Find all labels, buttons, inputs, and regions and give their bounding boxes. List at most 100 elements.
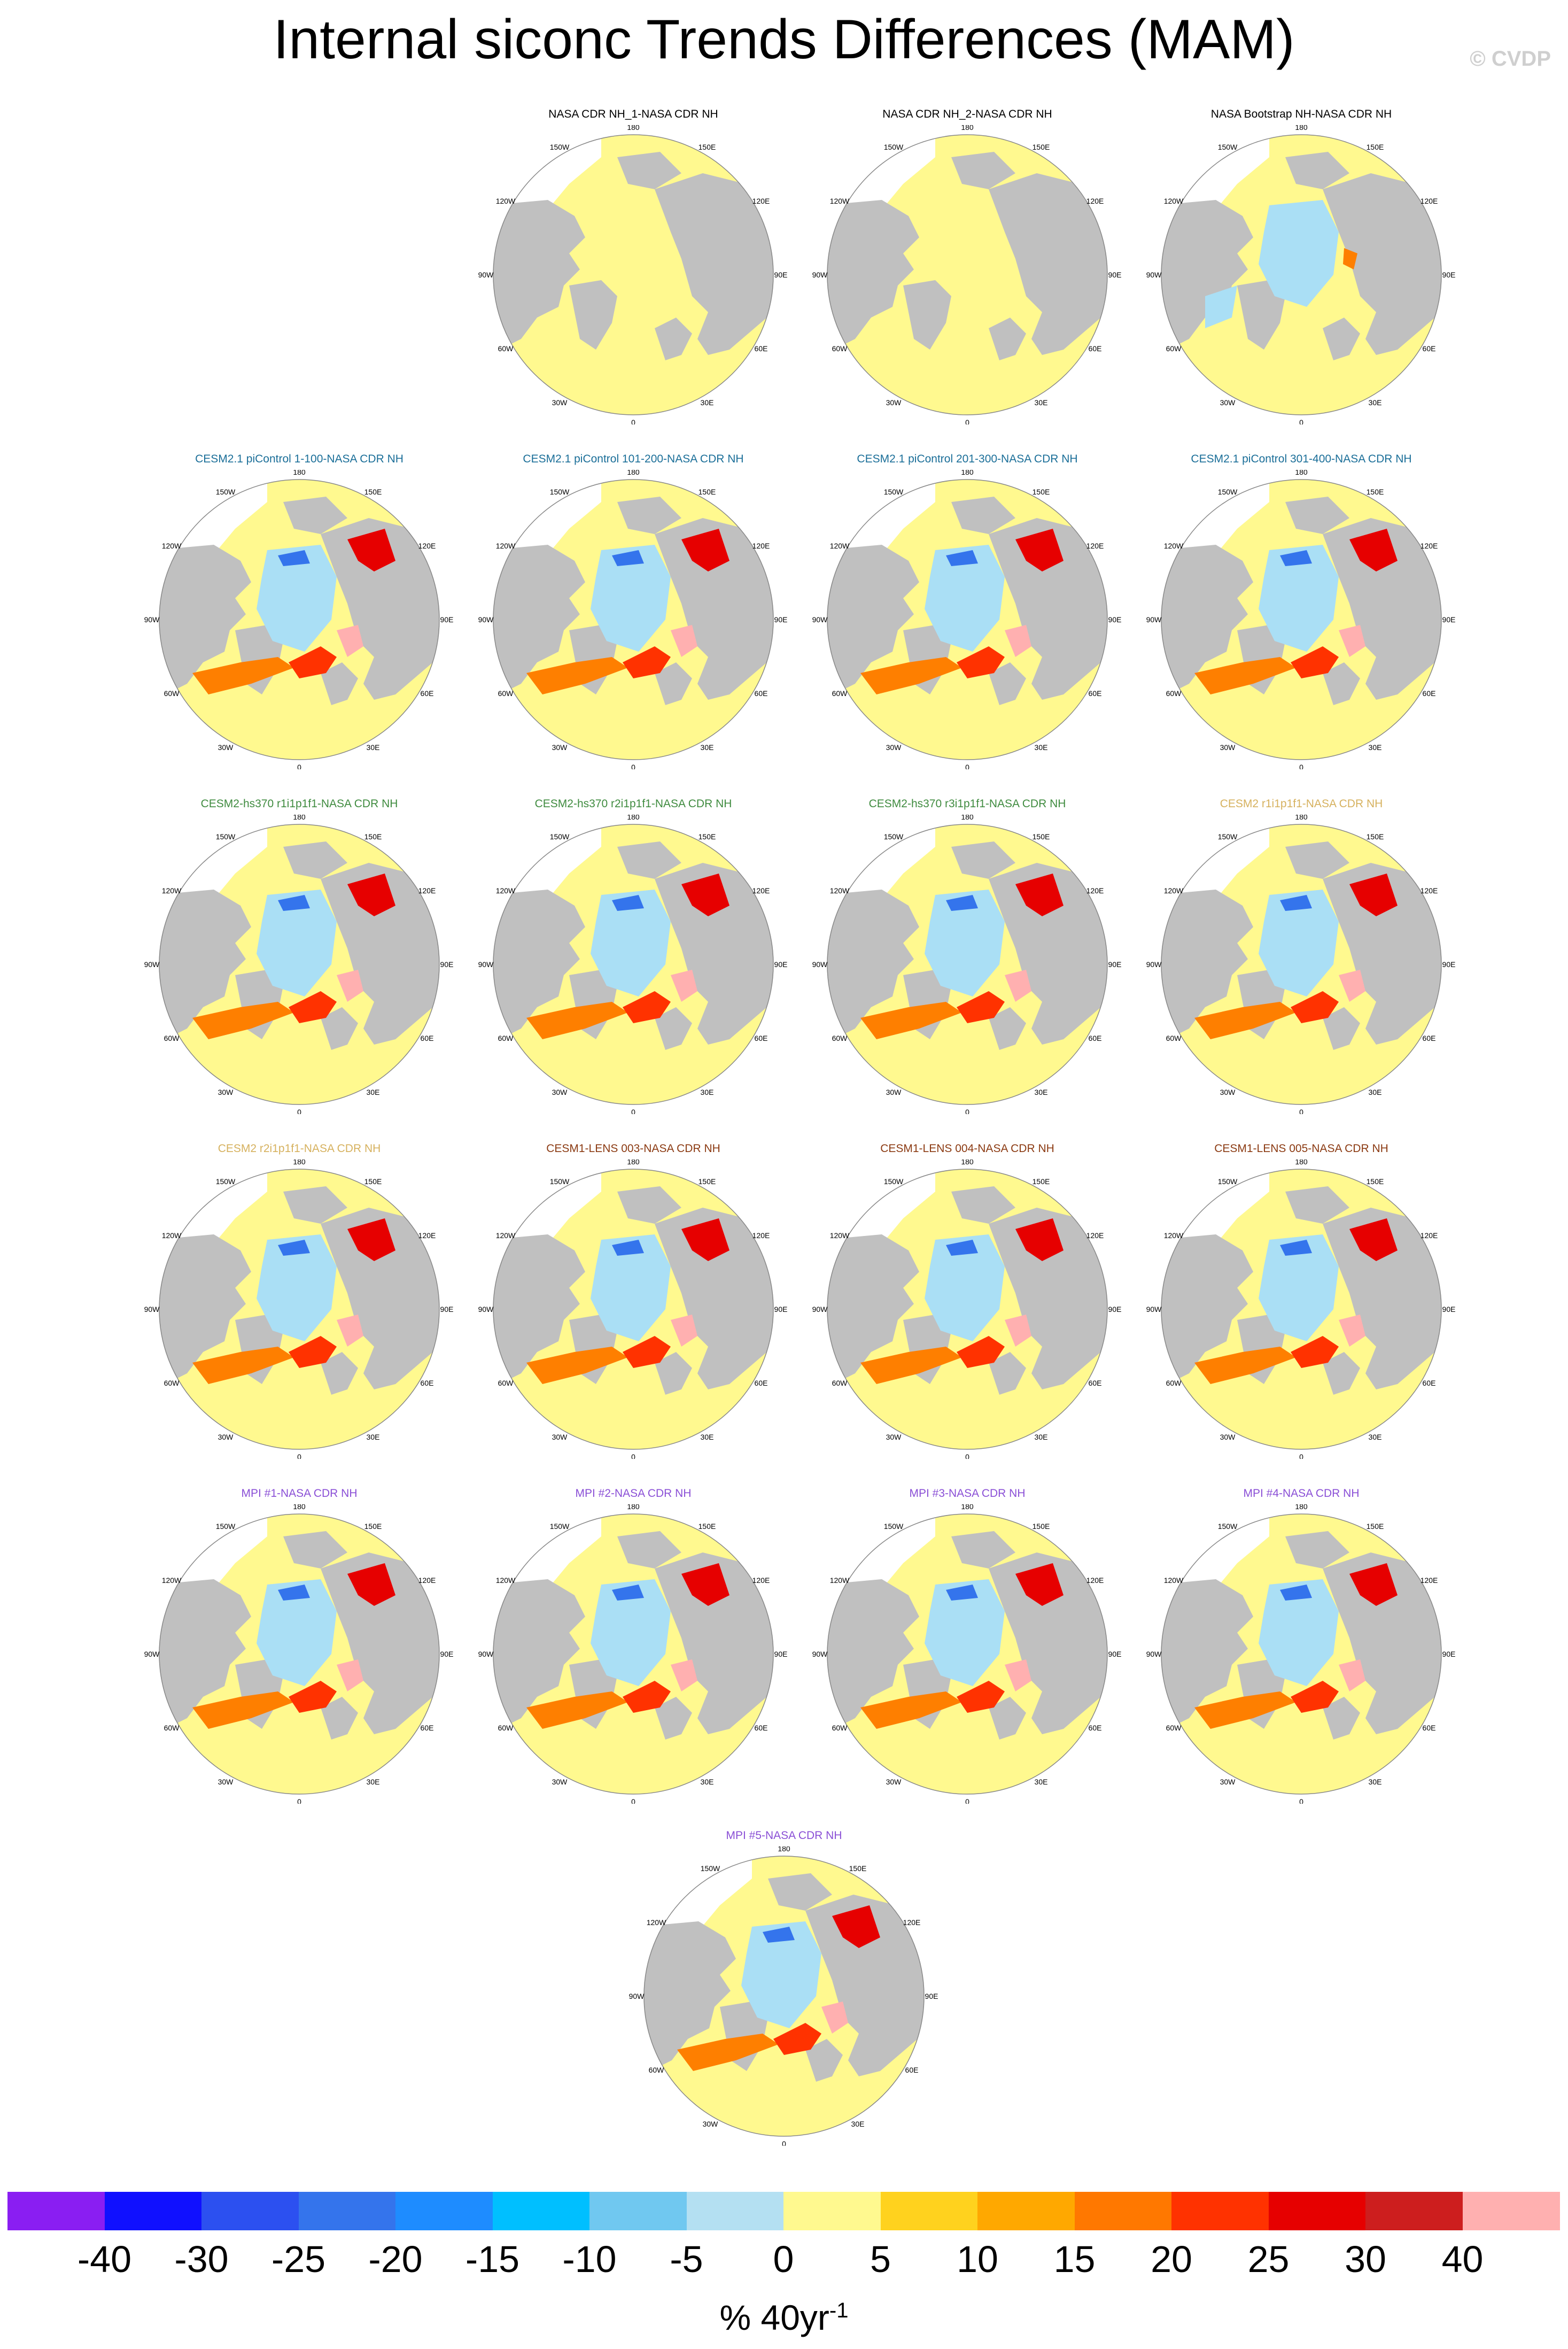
- map-panel: CESM1-LENS 003-NASA CDR NH 180 150E 120E 90E…: [478, 1141, 788, 1459]
- map-label-sw1: 60W: [498, 1034, 514, 1042]
- map-label-left: 90W: [812, 1650, 828, 1658]
- map-label-sw1: 60W: [832, 1379, 848, 1387]
- map-label-ne1: 150E: [364, 1522, 382, 1531]
- map-label-sw1: 60W: [649, 2066, 665, 2074]
- map-panel: CESM2.1 piControl 201-300-NASA CDR NH 180…: [812, 452, 1122, 769]
- map-label-sw2: 30W: [218, 1778, 234, 1786]
- map-label-left: 90W: [629, 1992, 645, 2000]
- map-label-nw1: 150W: [1218, 1177, 1238, 1186]
- map-label-nw1: 150W: [550, 1522, 570, 1531]
- map-label-top: 180: [961, 125, 974, 132]
- map-label-se2: 30E: [1369, 1088, 1382, 1096]
- map-label-ne2: 120E: [1086, 542, 1104, 550]
- map-label-se2: 30E: [1369, 1433, 1382, 1441]
- colorbar-swatch: [492, 2192, 590, 2230]
- map-label-se1: 60E: [1423, 689, 1436, 698]
- map-label-sw2: 30W: [1220, 1088, 1236, 1096]
- map-label-sw2: 30W: [552, 1433, 568, 1441]
- colorbar-swatch: [880, 2192, 978, 2230]
- map-label-sw2: 30W: [1220, 743, 1236, 752]
- map-label-nw1: 150W: [550, 143, 570, 151]
- map-label-left: 90W: [478, 271, 494, 279]
- map-label-ne2: 120E: [1420, 197, 1438, 205]
- panel-title: MPI #2-NASA CDR NH: [575, 1487, 692, 1500]
- map-label-nw1: 150W: [1218, 832, 1238, 841]
- map-label-top: 180: [961, 815, 974, 821]
- map-label-se1: 60E: [1089, 1379, 1102, 1387]
- map-label-sw2: 30W: [552, 743, 568, 752]
- map-label-right: 90E: [1442, 1650, 1456, 1658]
- map-label-se2: 30E: [367, 1433, 380, 1441]
- map-label-right: 90E: [774, 615, 788, 624]
- map-label-left: 90W: [812, 271, 828, 279]
- map-label-sw1: 60W: [1166, 1034, 1182, 1042]
- map-label-sw2: 30W: [552, 1778, 568, 1786]
- map-label-left: 90W: [1146, 960, 1162, 969]
- map-label-ne1: 150E: [1033, 143, 1050, 151]
- map-label-left: 90W: [478, 1305, 494, 1313]
- map-label-nw1: 150W: [1218, 488, 1238, 496]
- colorbar-swatch: [298, 2192, 396, 2230]
- map-label-top: 180: [627, 1160, 640, 1166]
- map-label-right: 90E: [440, 1650, 454, 1658]
- map-label-nw2: 120W: [830, 886, 850, 895]
- polar-map: 180 150E 120E 90E 60E 30E 0 30W 60W 90W 120W 150W: [812, 1504, 1122, 1804]
- map-label-se1: 60E: [755, 689, 768, 698]
- map-label-nw2: 120W: [162, 1576, 182, 1585]
- map-panel: CESM1-LENS 005-NASA CDR NH 180 150E 120E 90E…: [1146, 1141, 1456, 1459]
- map-label-se2: 30E: [1035, 1088, 1048, 1096]
- map-label-se2: 30E: [367, 1088, 380, 1096]
- map-panel: CESM2 r2i1p1f1-NASA CDR NH 180 150E 120E 90E…: [144, 1141, 454, 1459]
- map-label-nw2: 120W: [1164, 886, 1184, 895]
- map-label-sw1: 60W: [164, 689, 180, 698]
- colorbar-units: % 40yr-1: [0, 2289, 1568, 2339]
- map-label-sw2: 30W: [886, 1778, 902, 1786]
- map-label-ne2: 120E: [752, 542, 770, 550]
- map-label-top: 180: [293, 815, 306, 821]
- map-label-sw1: 60W: [1166, 1379, 1182, 1387]
- map-label-right: 90E: [1442, 615, 1456, 624]
- map-label-ne1: 150E: [1033, 1522, 1050, 1531]
- map-label-nw1: 150W: [216, 488, 236, 496]
- map-label-top: 180: [1295, 815, 1308, 821]
- colorbar-swatch: [104, 2192, 202, 2230]
- map-label-se2: 30E: [701, 1088, 714, 1096]
- map-label-se1: 60E: [755, 1379, 768, 1387]
- map-label-right: 90E: [1108, 1650, 1122, 1658]
- map-label-bottom: 0: [631, 763, 635, 769]
- map-label-nw2: 120W: [830, 1576, 850, 1585]
- map-label-left: 90W: [1146, 271, 1162, 279]
- map-label-nw2: 120W: [496, 886, 516, 895]
- map-label-right: 90E: [440, 1305, 454, 1313]
- map-label-nw2: 120W: [496, 197, 516, 205]
- map-label-bottom: 0: [1299, 1108, 1303, 1114]
- map-label-top: 180: [293, 1160, 306, 1166]
- map-label-sw2: 30W: [218, 743, 234, 752]
- map-label-bottom: 0: [782, 2139, 786, 2146]
- colorbar-tick: -20: [368, 2238, 423, 2280]
- map-label-top: 180: [627, 1504, 640, 1511]
- map-label-left: 90W: [1146, 1305, 1162, 1313]
- map-label-bottom: 0: [631, 1452, 635, 1459]
- map-label-sw2: 30W: [886, 1088, 902, 1096]
- colorbar-tick: -40: [77, 2238, 132, 2280]
- map-label-left: 90W: [144, 615, 160, 624]
- map-label-top: 180: [1295, 1504, 1308, 1511]
- map-label-ne1: 150E: [1367, 1522, 1384, 1531]
- map-label-left: 90W: [478, 1650, 494, 1658]
- map-label-ne1: 150E: [364, 832, 382, 841]
- map-label-right: 90E: [1108, 615, 1122, 624]
- map-label-sw2: 30W: [1220, 1778, 1236, 1786]
- map-label-top: 180: [1295, 470, 1308, 476]
- map-label-se2: 30E: [1035, 1778, 1048, 1786]
- map-label-se1: 60E: [1423, 1724, 1436, 1732]
- map-label-sw1: 60W: [1166, 689, 1182, 698]
- map-label-sw1: 60W: [832, 1724, 848, 1732]
- map-label-bottom: 0: [1299, 418, 1303, 424]
- panel-title: CESM2.1 piControl 101-200-NASA CDR NH: [523, 453, 744, 465]
- map-label-left: 90W: [1146, 1650, 1162, 1658]
- map-label-se1: 60E: [421, 1379, 434, 1387]
- map-label-nw1: 150W: [1218, 1522, 1238, 1531]
- map-label-bottom: 0: [297, 1108, 301, 1114]
- map-label-left: 90W: [812, 1305, 828, 1313]
